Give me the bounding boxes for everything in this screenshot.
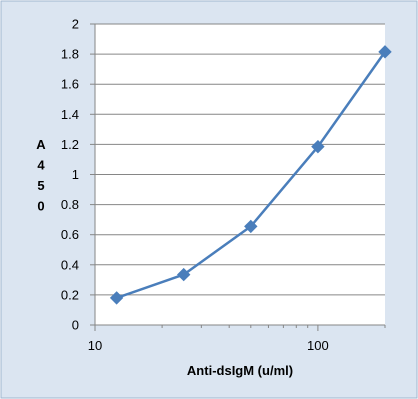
y-tick-label: 0.8 — [61, 197, 79, 212]
y-tick-label: 0.4 — [61, 257, 79, 272]
y-tick-label: 0 — [72, 318, 79, 333]
axes — [94, 24, 386, 331]
y-axis-title: A 4 5 0 — [36, 137, 46, 214]
y-axis-title-char: A — [36, 137, 46, 152]
data-point-marker — [311, 139, 325, 154]
y-tick-label: 0.6 — [61, 227, 79, 242]
y-tick-label: 1 — [72, 167, 79, 182]
y-tick-labels: 0 0.2 0.4 0.6 0.8 1 1.2 1.4 1.6 1.8 2 — [61, 17, 79, 333]
y-tick-label: 2 — [72, 17, 79, 32]
x-axis-title: Anti-dsIgM (u/ml) — [187, 363, 293, 378]
data-series — [109, 45, 392, 305]
y-tick-label: 1.8 — [61, 47, 79, 62]
y-tick-label: 1.2 — [61, 137, 79, 152]
data-point-marker — [109, 291, 124, 305]
y-tick-label: 0.2 — [61, 287, 79, 302]
data-point-marker — [176, 267, 191, 282]
y-tick-label: 1.6 — [61, 77, 79, 92]
y-axis-title-char: 4 — [37, 158, 45, 173]
y-tick-label: 1.4 — [61, 107, 79, 122]
x-tick-label: 10 — [88, 338, 102, 353]
y-axis-title-char: 0 — [37, 199, 44, 214]
data-point-marker — [244, 219, 258, 234]
data-point-marker — [378, 45, 392, 59]
x-tick-labels: 10 100 — [88, 338, 329, 353]
x-tick-label: 100 — [307, 338, 329, 353]
y-axis-title-char: 5 — [37, 178, 44, 193]
